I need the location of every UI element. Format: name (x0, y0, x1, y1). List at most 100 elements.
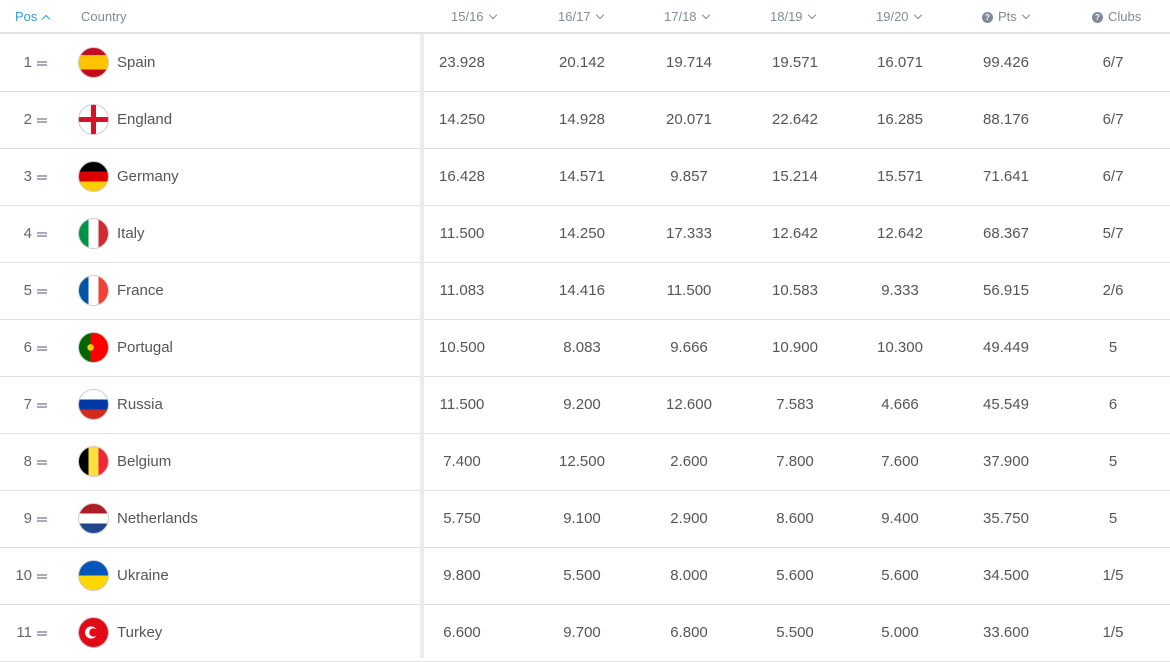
season-points: 11.500 (666, 282, 712, 299)
season-points: 17.333 (666, 225, 712, 242)
chevron-down-icon (595, 10, 604, 20)
clubs: 5 (1108, 510, 1118, 527)
chevron-down-icon (701, 10, 710, 20)
season-points: 8.000 (670, 567, 708, 584)
unchanged-icon (37, 118, 47, 123)
sort-pts-header[interactable]: ? Pts (982, 9, 1031, 24)
season-points: 16.285 (877, 111, 923, 128)
sort-season-header[interactable]: 19/20 (876, 9, 922, 24)
season-points: 9.200 (563, 396, 601, 413)
help-icon[interactable]: ? (1092, 12, 1103, 23)
table-row[interactable]: 8 Belgium 7.400 12.500 2.600 7.800 7.600 37.90… (0, 434, 1170, 491)
total-points: 34.500 (983, 567, 1029, 584)
position: 4 (23, 225, 32, 242)
sort-season-header[interactable]: 17/18 (664, 9, 710, 24)
flag-icon (78, 332, 109, 363)
table-header: Pos Country 15/16 16/17 17/18 18/19 19/2… (0, 0, 1170, 34)
season-points: 10.583 (772, 282, 818, 299)
table-row[interactable]: 9 Netherlands 5.750 9.100 2.900 8.600 9.400 35… (0, 491, 1170, 548)
clubs: 1/5 (1102, 567, 1124, 584)
season-points: 7.400 (443, 453, 481, 470)
country-name[interactable]: Russia (117, 396, 163, 413)
chevron-down-icon (1021, 10, 1031, 20)
season-points: 19.714 (666, 54, 712, 71)
season-points: 10.300 (877, 339, 923, 356)
season-points: 11.083 (439, 282, 485, 299)
table-row[interactable]: 6 Portugal 10.500 8.083 9.666 10.900 10.300 49… (0, 320, 1170, 377)
season-points: 5.750 (443, 510, 481, 527)
country-name[interactable]: France (117, 282, 164, 299)
table-row[interactable]: 10 Ukraine 9.800 5.500 8.000 5.600 5.600 34.50… (0, 548, 1170, 605)
season-points: 7.600 (881, 453, 919, 470)
unchanged-icon (37, 517, 47, 522)
table-row[interactable]: 2 England 14.250 14.928 20.071 22.642 16.285 8… (0, 92, 1170, 149)
help-icon[interactable]: ? (982, 12, 993, 23)
flag-icon (78, 47, 109, 78)
unchanged-icon (37, 574, 47, 579)
position: 2 (23, 111, 32, 128)
clubs: 5 (1108, 339, 1118, 356)
flag-icon (78, 389, 109, 420)
season-points: 10.500 (439, 339, 485, 356)
season-points: 7.800 (776, 453, 814, 470)
chevron-down-icon (488, 10, 497, 20)
table-row[interactable]: 4 Italy 11.500 14.250 17.333 12.642 12.642 68.… (0, 206, 1170, 263)
season-points: 11.500 (439, 396, 485, 413)
season-points: 7.583 (776, 396, 814, 413)
season-points: 4.666 (881, 396, 919, 413)
table-row[interactable]: 11 Turkey 6.600 9.700 6.800 5.500 5.000 33.600… (0, 605, 1170, 662)
flag-icon (78, 617, 109, 648)
season-points: 9.333 (881, 282, 919, 299)
season-points: 9.100 (563, 510, 601, 527)
total-points: 88.176 (983, 111, 1029, 128)
position: 9 (23, 510, 32, 527)
season-points: 15.571 (877, 168, 923, 185)
total-points: 35.750 (983, 510, 1029, 527)
country-name[interactable]: Germany (117, 168, 179, 185)
country-name[interactable]: Portugal (117, 339, 173, 356)
table-row[interactable]: 1 Spain 23.928 20.142 19.714 19.571 16.071 99.… (0, 35, 1170, 92)
country-name[interactable]: Ukraine (117, 567, 169, 584)
table-row[interactable]: 5 France 11.083 14.416 11.500 10.583 9.333 56.… (0, 263, 1170, 320)
table-row[interactable]: 7 Russia 11.500 9.200 12.600 7.583 4.666 45.54… (0, 377, 1170, 434)
season-points: 9.857 (670, 168, 708, 185)
season-points: 12.500 (559, 453, 605, 470)
season-points: 12.642 (877, 225, 923, 242)
sort-season-header[interactable]: 16/17 (558, 9, 604, 24)
country-name[interactable]: Turkey (117, 624, 163, 641)
country-name[interactable]: Netherlands (117, 510, 198, 527)
total-points: 45.549 (983, 396, 1029, 413)
position: 1 (23, 54, 32, 71)
season-points: 9.800 (443, 567, 481, 584)
season-points: 16.428 (439, 168, 485, 185)
country-name[interactable]: Spain (117, 54, 156, 71)
position: 6 (23, 339, 32, 356)
unchanged-icon (37, 403, 47, 408)
table-row[interactable]: 3 Germany 16.428 14.571 9.857 15.214 15.571 71… (0, 149, 1170, 206)
sort-season-header[interactable]: 18/19 (770, 9, 816, 24)
season-points: 20.142 (559, 54, 605, 71)
unchanged-icon (37, 460, 47, 465)
position: 11 (16, 624, 32, 641)
season-points: 6.800 (670, 624, 708, 641)
total-points: 68.367 (983, 225, 1029, 242)
season-points: 15.214 (772, 168, 818, 185)
country-name[interactable]: England (117, 111, 173, 128)
season-points: 22.642 (772, 111, 818, 128)
country-name[interactable]: Belgium (117, 453, 172, 470)
unchanged-icon (37, 61, 47, 66)
season-points: 12.600 (666, 396, 712, 413)
chevron-down-icon (913, 10, 922, 20)
country-header: Country (81, 9, 127, 24)
flag-icon (78, 161, 109, 192)
total-points: 33.600 (983, 624, 1029, 641)
clubs-header: ? Clubs (1092, 9, 1141, 24)
season-points: 2.900 (670, 510, 708, 527)
sort-pos-header[interactable]: Pos (15, 9, 51, 24)
position: 8 (23, 453, 32, 470)
season-points: 14.928 (559, 111, 605, 128)
clubs: 6/7 (1102, 111, 1124, 128)
sort-season-header[interactable]: 15/16 (451, 9, 497, 24)
country-name[interactable]: Italy (117, 225, 145, 242)
flag-icon (78, 446, 109, 477)
